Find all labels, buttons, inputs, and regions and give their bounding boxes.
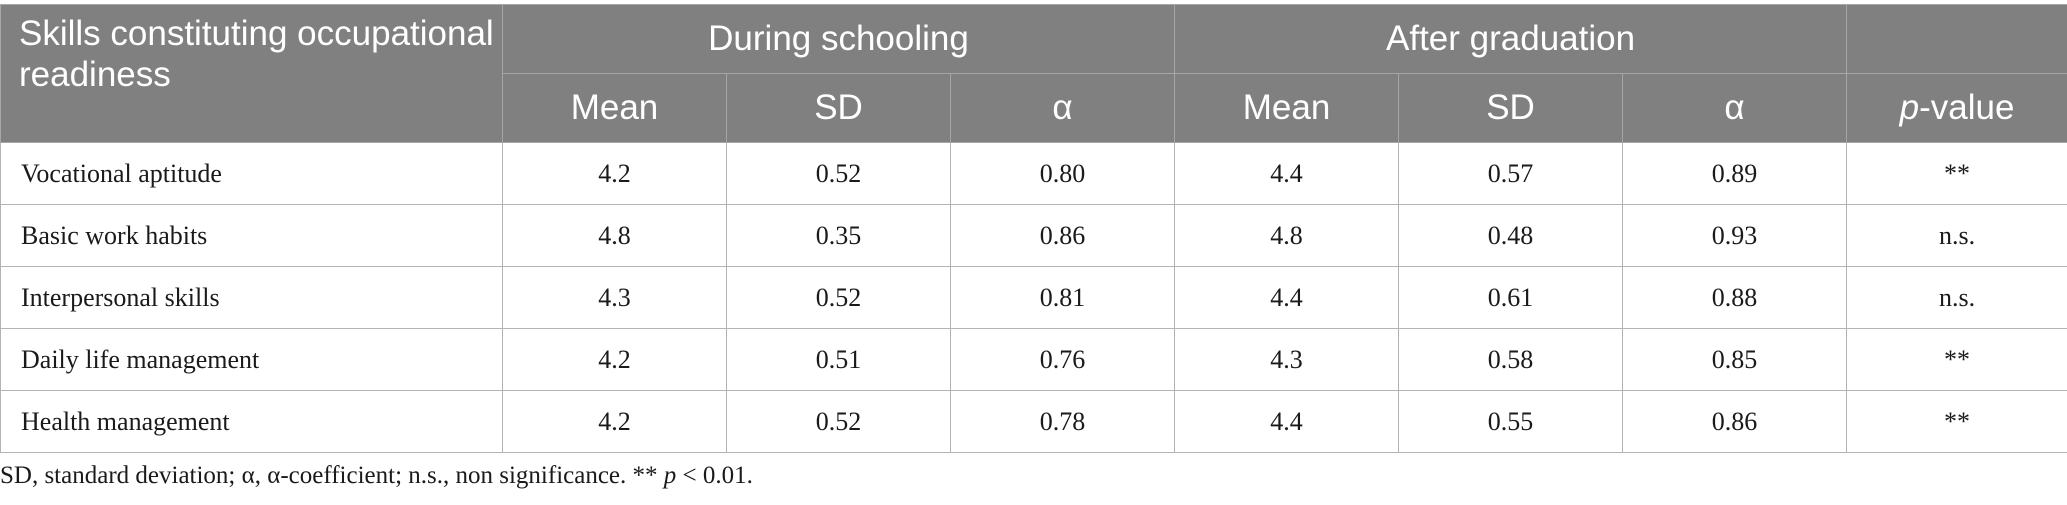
cell-p-value: n.s. — [1846, 266, 2067, 329]
cell-mean-during: 4.3 — [502, 266, 727, 329]
group-header-during-schooling: During schooling — [501, 4, 1176, 74]
table-body: Vocational aptitude 4.2 0.52 0.80 4.4 0.57 0.8… — [0, 142, 2067, 453]
cell-alpha-during: 0.78 — [949, 390, 1176, 453]
cell-mean-after: 4.4 — [1174, 142, 1400, 205]
table-row: Basic work habits 4.8 0.35 0.86 4.8 0.48 0.93 n… — [0, 204, 2067, 267]
cell-sd-during: 0.52 — [726, 142, 951, 205]
row-label: Daily life management — [0, 328, 503, 391]
cell-sd-after: 0.48 — [1398, 204, 1624, 267]
cell-mean-after: 4.3 — [1174, 328, 1400, 391]
cell-sd-during: 0.52 — [726, 390, 951, 453]
cell-p-value: ** — [1846, 328, 2067, 391]
col-header-mean: Mean — [1174, 73, 1400, 143]
group-header-blank — [1846, 4, 2067, 74]
col-header-alpha: α — [949, 73, 1176, 143]
cell-alpha-during: 0.80 — [949, 142, 1176, 205]
p-value-suffix: -value — [1919, 88, 2015, 127]
table-row: Vocational aptitude 4.2 0.52 0.80 4.4 0.57 0.8… — [0, 142, 2067, 205]
col-header-alpha: α — [1622, 73, 1848, 143]
table-footnote: SD, standard deviation; α, α-coefficient… — [0, 462, 753, 490]
cell-mean-during: 4.8 — [502, 204, 727, 267]
cell-sd-during: 0.51 — [726, 328, 951, 391]
cell-sd-after: 0.58 — [1398, 328, 1624, 391]
cell-alpha-after: 0.85 — [1622, 328, 1848, 391]
group-header-after-graduation: After graduation — [1174, 4, 1848, 74]
table-row: Interpersonal skills 4.3 0.52 0.81 4.4 0.61 0.… — [0, 266, 2067, 329]
cell-mean-during: 4.2 — [502, 328, 727, 391]
col-header-sd: SD — [726, 73, 951, 143]
cell-sd-after: 0.55 — [1398, 390, 1624, 453]
cell-mean-after: 4.4 — [1174, 266, 1400, 329]
table-row: Daily life management 4.2 0.51 0.76 4.3 0.58 0… — [0, 328, 2067, 391]
row-label: Basic work habits — [0, 204, 503, 267]
table-row: Health management 4.2 0.52 0.78 4.4 0.55 0.86 *… — [0, 390, 2067, 453]
footnote-p-italic: p — [663, 462, 677, 489]
cell-mean-during: 4.2 — [502, 142, 727, 205]
p-italic: p — [1899, 88, 1920, 127]
cell-alpha-after: 0.88 — [1622, 266, 1848, 329]
cell-sd-during: 0.35 — [726, 204, 951, 267]
footnote-tail: < 0.01. — [676, 462, 753, 489]
footnote-text: SD, standard deviation; α, α-coefficient… — [0, 462, 664, 489]
cell-p-value: n.s. — [1846, 204, 2067, 267]
col-header-p-value: p-value — [1846, 73, 2067, 143]
stub-header: Skills constituting occupational readine… — [0, 4, 503, 143]
cell-sd-during: 0.52 — [726, 266, 951, 329]
col-header-mean: Mean — [502, 73, 727, 143]
cell-mean-during: 4.2 — [502, 390, 727, 453]
results-table: Skills constituting occupational readine… — [0, 4, 2067, 453]
cell-alpha-after: 0.86 — [1622, 390, 1848, 453]
cell-alpha-after: 0.93 — [1622, 204, 1848, 267]
row-label: Health management — [0, 390, 503, 453]
cell-p-value: ** — [1846, 390, 2067, 453]
row-label: Vocational aptitude — [0, 142, 503, 205]
cell-sd-after: 0.57 — [1398, 142, 1624, 205]
cell-mean-after: 4.4 — [1174, 390, 1400, 453]
cell-alpha-during: 0.81 — [949, 266, 1176, 329]
cell-p-value: ** — [1846, 142, 2067, 205]
col-header-sd: SD — [1398, 73, 1624, 143]
cell-alpha-during: 0.86 — [949, 204, 1176, 267]
cell-alpha-after: 0.89 — [1622, 142, 1848, 205]
row-label: Interpersonal skills — [0, 266, 503, 329]
cell-mean-after: 4.8 — [1174, 204, 1400, 267]
cell-sd-after: 0.61 — [1398, 266, 1624, 329]
cell-alpha-during: 0.76 — [949, 328, 1176, 391]
